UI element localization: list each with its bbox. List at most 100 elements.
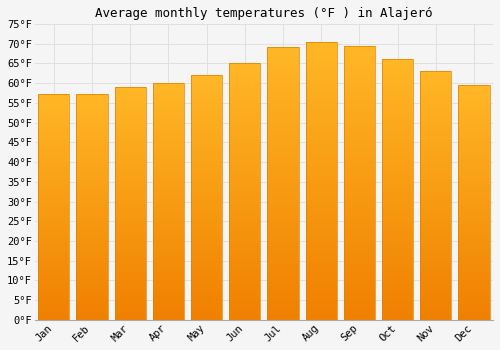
FancyBboxPatch shape — [229, 140, 260, 143]
FancyBboxPatch shape — [76, 207, 108, 209]
FancyBboxPatch shape — [229, 178, 260, 181]
FancyBboxPatch shape — [382, 215, 413, 218]
FancyBboxPatch shape — [344, 279, 375, 282]
FancyBboxPatch shape — [76, 205, 108, 207]
FancyBboxPatch shape — [382, 294, 413, 296]
FancyBboxPatch shape — [306, 287, 337, 289]
FancyBboxPatch shape — [306, 173, 337, 176]
FancyBboxPatch shape — [268, 211, 298, 214]
FancyBboxPatch shape — [114, 169, 146, 171]
FancyBboxPatch shape — [344, 106, 375, 109]
FancyBboxPatch shape — [458, 141, 490, 144]
FancyBboxPatch shape — [152, 114, 184, 116]
FancyBboxPatch shape — [420, 238, 452, 240]
FancyBboxPatch shape — [191, 166, 222, 168]
FancyBboxPatch shape — [152, 131, 184, 133]
FancyBboxPatch shape — [344, 208, 375, 210]
FancyBboxPatch shape — [191, 87, 222, 90]
FancyBboxPatch shape — [344, 134, 375, 136]
FancyBboxPatch shape — [76, 295, 108, 298]
FancyBboxPatch shape — [38, 184, 70, 187]
FancyBboxPatch shape — [152, 268, 184, 270]
FancyBboxPatch shape — [420, 186, 452, 188]
FancyBboxPatch shape — [306, 215, 337, 217]
FancyBboxPatch shape — [382, 307, 413, 309]
FancyBboxPatch shape — [114, 92, 146, 94]
FancyBboxPatch shape — [229, 289, 260, 292]
FancyBboxPatch shape — [268, 85, 298, 88]
FancyBboxPatch shape — [420, 116, 452, 119]
FancyBboxPatch shape — [420, 225, 452, 228]
FancyBboxPatch shape — [344, 82, 375, 85]
FancyBboxPatch shape — [458, 243, 490, 245]
FancyBboxPatch shape — [38, 304, 70, 306]
FancyBboxPatch shape — [344, 164, 375, 167]
FancyBboxPatch shape — [76, 164, 108, 166]
FancyBboxPatch shape — [152, 159, 184, 161]
FancyBboxPatch shape — [344, 63, 375, 65]
FancyBboxPatch shape — [306, 106, 337, 109]
FancyBboxPatch shape — [191, 146, 222, 148]
FancyBboxPatch shape — [268, 183, 298, 186]
FancyBboxPatch shape — [191, 80, 222, 82]
FancyBboxPatch shape — [114, 250, 146, 252]
FancyBboxPatch shape — [114, 217, 146, 220]
FancyBboxPatch shape — [152, 171, 184, 173]
FancyBboxPatch shape — [306, 128, 337, 131]
FancyBboxPatch shape — [382, 226, 413, 229]
FancyBboxPatch shape — [38, 205, 70, 207]
FancyBboxPatch shape — [306, 187, 337, 189]
FancyBboxPatch shape — [152, 156, 184, 159]
FancyBboxPatch shape — [191, 163, 222, 166]
FancyBboxPatch shape — [458, 219, 490, 221]
FancyBboxPatch shape — [114, 257, 146, 259]
FancyBboxPatch shape — [114, 255, 146, 257]
FancyBboxPatch shape — [458, 134, 490, 137]
FancyBboxPatch shape — [420, 208, 452, 210]
FancyBboxPatch shape — [38, 220, 70, 223]
FancyBboxPatch shape — [38, 178, 70, 180]
FancyBboxPatch shape — [191, 114, 222, 117]
FancyBboxPatch shape — [306, 206, 337, 209]
FancyBboxPatch shape — [382, 284, 413, 286]
FancyBboxPatch shape — [38, 144, 70, 146]
FancyBboxPatch shape — [382, 69, 413, 72]
FancyBboxPatch shape — [114, 141, 146, 143]
FancyBboxPatch shape — [152, 85, 184, 88]
FancyBboxPatch shape — [382, 98, 413, 100]
FancyBboxPatch shape — [191, 251, 222, 254]
FancyBboxPatch shape — [306, 226, 337, 228]
FancyBboxPatch shape — [114, 138, 146, 141]
FancyBboxPatch shape — [420, 285, 452, 288]
FancyBboxPatch shape — [191, 129, 222, 131]
FancyBboxPatch shape — [229, 248, 260, 251]
FancyBboxPatch shape — [38, 277, 70, 279]
FancyBboxPatch shape — [458, 163, 490, 165]
FancyBboxPatch shape — [191, 317, 222, 320]
FancyBboxPatch shape — [382, 124, 413, 127]
FancyBboxPatch shape — [268, 175, 298, 178]
FancyBboxPatch shape — [268, 271, 298, 274]
FancyBboxPatch shape — [114, 280, 146, 283]
FancyBboxPatch shape — [191, 259, 222, 261]
FancyBboxPatch shape — [191, 92, 222, 94]
FancyBboxPatch shape — [382, 79, 413, 82]
FancyBboxPatch shape — [76, 266, 108, 268]
FancyBboxPatch shape — [306, 267, 337, 270]
FancyBboxPatch shape — [114, 178, 146, 180]
FancyBboxPatch shape — [76, 298, 108, 300]
FancyBboxPatch shape — [420, 260, 452, 263]
FancyBboxPatch shape — [382, 93, 413, 95]
FancyBboxPatch shape — [306, 220, 337, 223]
FancyBboxPatch shape — [382, 64, 413, 66]
FancyBboxPatch shape — [152, 223, 184, 225]
FancyBboxPatch shape — [344, 142, 375, 145]
FancyBboxPatch shape — [152, 95, 184, 97]
FancyBboxPatch shape — [191, 227, 222, 229]
FancyBboxPatch shape — [382, 202, 413, 205]
FancyBboxPatch shape — [268, 113, 298, 116]
FancyBboxPatch shape — [382, 147, 413, 150]
FancyBboxPatch shape — [229, 233, 260, 235]
FancyBboxPatch shape — [152, 263, 184, 265]
FancyBboxPatch shape — [306, 301, 337, 303]
